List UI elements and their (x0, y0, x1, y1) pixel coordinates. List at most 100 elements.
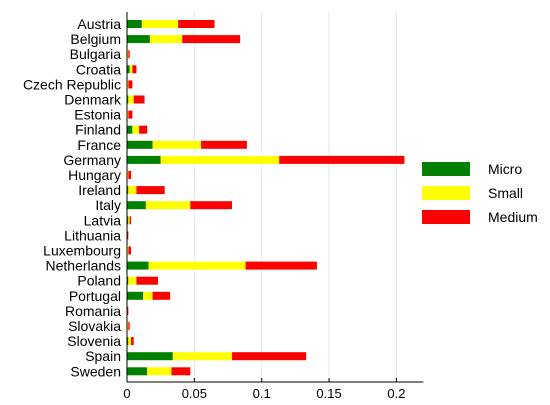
bar-denmark-medium (133, 95, 145, 104)
category-label-austria: Austria (77, 16, 121, 32)
bar-slovenia-micro (127, 337, 129, 346)
bar-slovakia-small (127, 322, 129, 330)
bar-portugal-micro (127, 291, 144, 300)
category-label-italy: Italy (95, 197, 121, 213)
bar-belgium-micro (127, 35, 150, 44)
bar-italy-small (145, 201, 191, 210)
bar-finland-micro (127, 125, 133, 134)
bar-spain-micro (127, 352, 173, 361)
bar-poland-medium (136, 276, 158, 285)
bar-czech-republic-medium (128, 80, 133, 89)
bar-netherlands-micro (127, 261, 149, 270)
bar-france-medium (201, 140, 247, 149)
category-label-portugal: Portugal (69, 288, 121, 304)
category-label-luxembourg: Luxembourg (43, 243, 121, 259)
x-tick-label-3: 0.15 (316, 386, 341, 401)
bar-spain-medium (232, 352, 307, 361)
bar-germany-small (160, 155, 280, 164)
bar-denmark-small (128, 95, 134, 104)
bar-denmark-micro (127, 95, 129, 104)
bar-croatia-small (129, 65, 133, 74)
bar-austria-micro (127, 20, 142, 28)
bar-estonia-small (127, 110, 129, 119)
legend: Micro Small Medium (422, 161, 538, 225)
category-label-denmark: Denmark (64, 92, 122, 108)
category-label-bulgaria: Bulgaria (70, 46, 122, 62)
bar-ireland-small (128, 186, 137, 195)
bar-croatia-medium (132, 65, 137, 74)
category-label-hungary: Hungary (68, 167, 121, 183)
bar-netherlands-small (148, 261, 246, 270)
category-label-netherlands: Netherlands (46, 258, 122, 274)
bar-hungary-medium (128, 171, 132, 179)
bar-germany-micro (127, 155, 161, 164)
bar-france-micro (127, 140, 153, 149)
bar-latvia-medium (129, 216, 132, 225)
bar-portugal-medium (152, 291, 171, 300)
bar-italy-medium (190, 201, 233, 210)
bar-finland-medium (139, 125, 148, 134)
bar-sweden-medium (171, 367, 191, 376)
bar-germany-medium (279, 155, 405, 164)
x-tick-label-4: 0.2 (387, 386, 405, 401)
bar-luxembourg-medium (128, 246, 132, 255)
bar-lithuania-medium (127, 231, 129, 240)
category-label-ireland: Ireland (78, 182, 121, 198)
bar-ireland-micro (127, 186, 129, 195)
axes (126, 12, 424, 383)
grid-lines (193, 12, 397, 382)
legend-label-medium: Medium (488, 209, 538, 225)
legend-label-micro: Micro (488, 161, 522, 177)
legend-swatch-small (422, 186, 470, 200)
bar-latvia-micro (127, 216, 129, 225)
bar-spain-small (172, 352, 233, 361)
category-label-slovenia: Slovenia (67, 333, 121, 349)
category-label-croatia: Croatia (76, 61, 121, 77)
category-label-slovakia: Slovakia (68, 318, 121, 334)
category-label-belgium: Belgium (70, 31, 121, 47)
category-label-sweden: Sweden (70, 363, 121, 379)
legend-label-small: Small (488, 185, 523, 201)
bar-slovenia-small (128, 337, 132, 346)
category-label-finland: Finland (75, 122, 121, 138)
bar-poland-micro (127, 276, 129, 285)
bar-sweden-small (147, 367, 172, 376)
category-label-romania: Romania (65, 303, 121, 319)
legend-swatch-micro (422, 162, 470, 176)
bar-finland-small (132, 125, 140, 134)
category-label-spain: Spain (85, 348, 121, 364)
category-label-latvia: Latvia (84, 212, 122, 228)
bar-estonia-medium (128, 110, 133, 119)
bar-slovakia-medium (128, 322, 130, 330)
bar-austria-medium (178, 20, 215, 28)
bar-france-small (152, 140, 202, 149)
bar-belgium-medium (182, 35, 241, 44)
bar-poland-small (128, 276, 137, 285)
bar-italy-micro (127, 201, 146, 210)
bars-group (127, 20, 405, 376)
bar-croatia-micro (127, 65, 130, 74)
x-tick-label-2: 0.1 (253, 386, 271, 401)
bar-ireland-medium (136, 186, 165, 195)
bar-sweden-micro (127, 367, 148, 376)
x-tick-label-0: 0 (123, 386, 130, 401)
bar-bulgaria-medium (128, 50, 130, 59)
bar-austria-small (141, 20, 179, 28)
x-tick-labels: 0 0.05 0.1 0.15 0.2 (123, 386, 405, 401)
bar-romania-medium (127, 306, 129, 315)
category-label-france: France (77, 137, 121, 153)
category-label-estonia: Estonia (74, 107, 121, 123)
x-tick-label-1: 0.05 (182, 386, 207, 401)
category-label-germany: Germany (63, 152, 121, 168)
bar-hungary-small (127, 171, 129, 179)
bar-latvia-small (128, 216, 130, 225)
bar-netherlands-medium (245, 261, 317, 270)
bar-belgium-small (149, 35, 183, 44)
bar-czech-republic-small (127, 80, 129, 89)
bar-luxembourg-small (127, 246, 129, 255)
bar-slovenia-medium (131, 337, 134, 346)
category-label-czech-republic: Czech Republic (23, 76, 121, 92)
bar-portugal-small (143, 291, 153, 300)
